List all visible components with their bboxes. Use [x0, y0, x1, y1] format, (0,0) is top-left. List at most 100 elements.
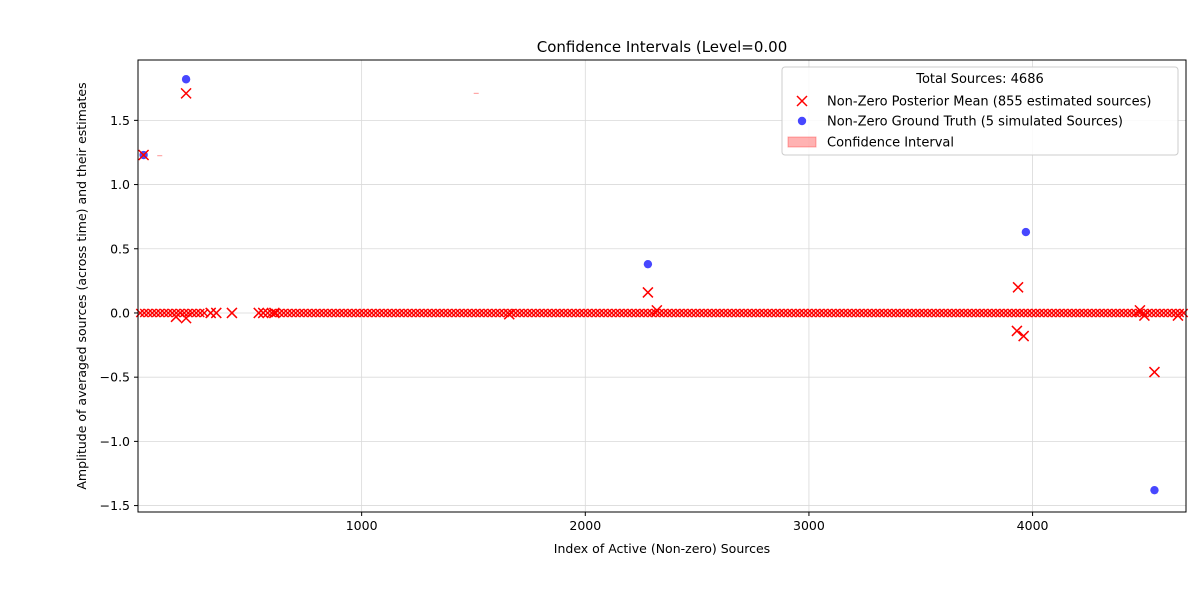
posterior-mean-layer: [138, 87, 1184, 378]
posterior-mean-marker: [723, 308, 733, 318]
posterior-mean-point: [1012, 281, 1024, 293]
posterior-mean-marker: [803, 308, 813, 318]
posterior-mean-marker: [703, 308, 713, 318]
posterior-mean-marker: [1135, 308, 1145, 318]
posterior-mean-marker: [843, 308, 853, 318]
ground-truth-point: [181, 75, 191, 84]
posterior-mean-marker: [315, 308, 325, 318]
posterior-mean-marker: [143, 308, 153, 318]
posterior-mean-marker: [827, 308, 837, 318]
posterior-mean-marker: [183, 308, 193, 318]
legend-dot-marker: [797, 116, 807, 126]
posterior-mean-marker: [471, 308, 481, 318]
posterior-mean-marker: [823, 308, 833, 318]
posterior-mean-marker: [335, 308, 345, 318]
posterior-mean-marker: [619, 308, 629, 318]
posterior-mean-point: [253, 307, 265, 319]
posterior-mean-marker: [1083, 308, 1093, 318]
posterior-mean-point: [257, 307, 269, 319]
posterior-mean-marker: [379, 308, 389, 318]
posterior-mean-marker: [679, 308, 689, 318]
posterior-mean-marker: [463, 308, 473, 318]
posterior-mean-marker: [467, 308, 477, 318]
y-tick-label: −1.0: [100, 434, 130, 449]
posterior-mean-marker: [975, 308, 985, 318]
posterior-mean-marker: [1167, 308, 1177, 318]
posterior-mean-marker: [1123, 308, 1133, 318]
posterior-mean-marker: [395, 308, 405, 318]
posterior-mean-marker: [1019, 308, 1029, 318]
posterior-mean-marker: [1091, 308, 1101, 318]
posterior-mean-marker: [1063, 308, 1073, 318]
posterior-mean-marker: [483, 308, 493, 318]
posterior-mean-marker: [967, 308, 977, 318]
plot-frame: [137, 59, 1187, 513]
legend-entry-confidence-interval: Confidence Interval: [827, 136, 954, 151]
posterior-mean-marker: [1027, 308, 1037, 318]
posterior-mean-marker: [543, 308, 553, 318]
posterior-mean-marker: [715, 308, 725, 318]
posterior-mean-marker: [1115, 308, 1125, 318]
posterior-mean-marker: [359, 308, 369, 318]
posterior-mean-point: [210, 307, 222, 319]
posterior-mean-marker: [171, 308, 181, 318]
posterior-mean-marker: [319, 308, 329, 318]
x-tick-label: 4000: [1017, 518, 1049, 533]
posterior-mean-marker: [695, 308, 705, 318]
posterior-mean-marker: [403, 308, 413, 318]
posterior-mean-marker: [415, 308, 425, 318]
posterior-mean-marker: [755, 308, 765, 318]
posterior-mean-marker: [935, 308, 945, 318]
posterior-mean-marker: [435, 308, 445, 318]
posterior-mean-marker: [283, 308, 293, 318]
posterior-mean-marker: [551, 308, 561, 318]
legend-box: [781, 66, 1179, 156]
y-tick-label: 1.5: [110, 113, 130, 128]
x-tick-label: 3000: [793, 518, 825, 533]
y-tick-label: −0.5: [100, 370, 130, 385]
posterior-mean-point: [180, 312, 192, 324]
posterior-mean-marker: [611, 308, 621, 318]
posterior-mean-marker: [943, 308, 953, 318]
posterior-mean-point: [1018, 330, 1030, 342]
posterior-mean-marker: [459, 308, 469, 318]
posterior-mean-marker: [643, 308, 653, 318]
posterior-mean-marker: [923, 308, 933, 318]
posterior-mean-marker: [1119, 308, 1129, 318]
posterior-mean-marker: [1095, 308, 1105, 318]
posterior-mean-marker: [1103, 308, 1113, 318]
posterior-mean-marker: [279, 308, 289, 318]
posterior-mean-marker: [811, 308, 821, 318]
ground-truth-point: [643, 259, 653, 269]
posterior-mean-marker: [831, 308, 841, 318]
y-tick-label: 1.0: [110, 177, 130, 192]
posterior-mean-marker: [579, 308, 589, 318]
posterior-mean-marker: [1059, 308, 1069, 318]
posterior-mean-marker: [455, 308, 465, 318]
posterior-mean-point: [503, 308, 515, 320]
posterior-mean-marker: [363, 308, 373, 318]
posterior-mean-marker: [787, 308, 797, 318]
legend-patch-marker: [787, 136, 817, 148]
posterior-mean-marker: [663, 308, 673, 318]
posterior-mean-point: [226, 307, 238, 319]
posterior-mean-marker: [495, 308, 505, 318]
posterior-mean-marker: [375, 308, 385, 318]
confidence-interval-band: [157, 155, 163, 157]
posterior-mean-marker: [707, 308, 717, 318]
posterior-mean-marker: [1007, 308, 1017, 318]
posterior-mean-marker: [367, 308, 377, 318]
y-axis-label: Amplitude of averaged sources (across ti…: [74, 82, 89, 489]
posterior-mean-marker: [383, 308, 393, 318]
confidence-interval-layer: [157, 92, 479, 157]
legend-x-marker: [796, 95, 808, 107]
posterior-mean-marker: [1031, 308, 1041, 318]
posterior-mean-marker: [947, 308, 957, 318]
posterior-mean-point: [651, 304, 663, 316]
posterior-mean-point: [205, 307, 217, 319]
posterior-mean-marker: [971, 308, 981, 318]
posterior-mean-marker: [1043, 308, 1053, 318]
posterior-mean-marker: [195, 308, 205, 318]
posterior-mean-marker: [711, 308, 721, 318]
posterior-mean-marker: [623, 308, 633, 318]
